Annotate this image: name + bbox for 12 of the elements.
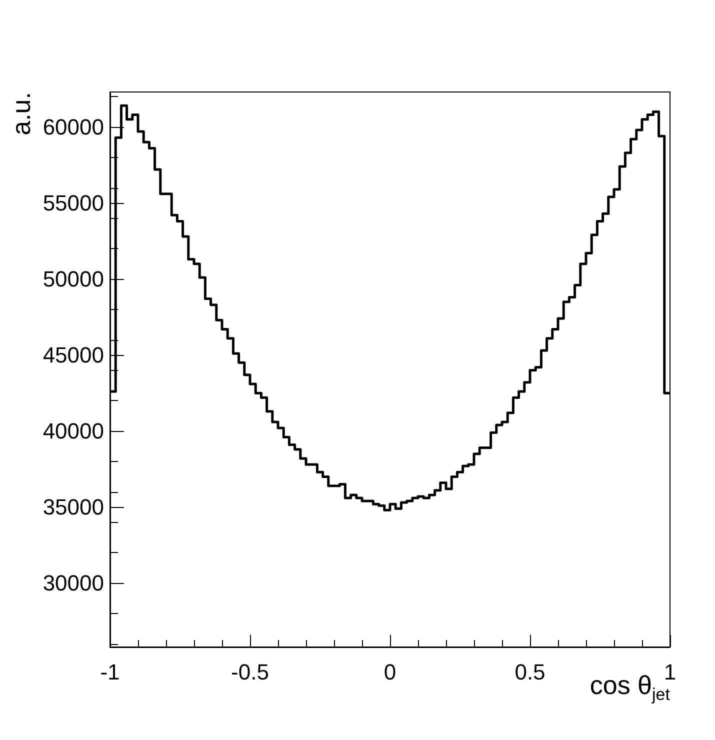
y-tick-label: 30000	[42, 570, 104, 596]
y-tick-label: 55000	[42, 190, 104, 216]
x-tick-label: 0	[384, 660, 396, 684]
y-tick-label: 60000	[42, 114, 104, 140]
x-tick-label: 0.5	[514, 660, 546, 684]
y-tick-label: 45000	[42, 342, 104, 368]
y-tick-label: 50000	[42, 266, 104, 292]
y-tick-label: 35000	[42, 494, 104, 520]
y-axis-title: a.u.	[6, 92, 36, 136]
x-tick-label: -1	[100, 660, 120, 684]
y-tick-label: 40000	[42, 418, 104, 444]
x-tick-label: -0.5	[231, 660, 269, 684]
